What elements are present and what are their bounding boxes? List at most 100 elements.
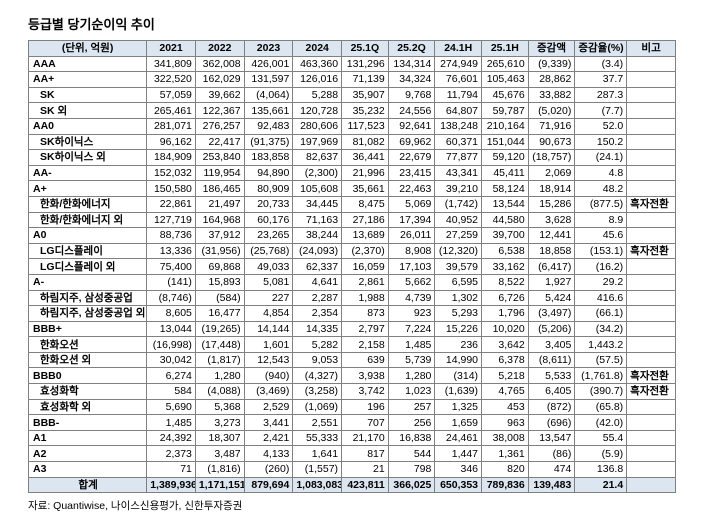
value-cell: 59,787 bbox=[481, 102, 529, 119]
value-cell: 2,158 bbox=[341, 336, 389, 353]
row-label: 효성화학 외 bbox=[27, 398, 148, 416]
value-cell: 62,337 bbox=[292, 258, 343, 275]
row-label: 하림지주, 삼성중공업 bbox=[27, 289, 148, 307]
row-label: BBB- bbox=[27, 414, 148, 431]
value-cell: 346 bbox=[434, 461, 483, 478]
value-cell: 1,083,083 bbox=[292, 476, 343, 494]
row-label: 합계 bbox=[27, 476, 148, 494]
row-label: 한화/한화에너지 bbox=[27, 195, 148, 213]
table-row: BBB- 1,485 3,273 3,441 2,551 707 256 1,659 963 (6… bbox=[27, 414, 676, 431]
value-cell: 12,441 bbox=[527, 227, 576, 244]
value-cell: 3,628 bbox=[527, 211, 576, 229]
value-cell: (5.9) bbox=[574, 445, 628, 463]
value-cell: 5,533 bbox=[527, 367, 576, 385]
table-row: BBB+ 13,044 (19,265) 14,144 14,335 2,797 7,224… bbox=[27, 320, 676, 338]
value-cell: 6,726 bbox=[481, 289, 529, 307]
note-cell bbox=[626, 461, 676, 478]
value-cell: (86) bbox=[527, 445, 576, 463]
table-row: BBB0 6,274 1,280 (940) (4,327) 3,938 1,280 (314… bbox=[27, 367, 676, 385]
table-row: LG디스플레이 13,336 (31,956) (25,768) (24,093) (2,… bbox=[27, 242, 676, 260]
value-cell: 1,641 bbox=[292, 445, 343, 463]
value-cell: 923 bbox=[387, 305, 436, 322]
table-row: 한화오션 외 30,042 (1,817) 12,543 9,053 639 5,739 14… bbox=[27, 351, 676, 369]
value-cell: 1,443.2 bbox=[574, 336, 628, 353]
row-label: AA- bbox=[27, 164, 148, 182]
value-cell: 55,333 bbox=[292, 429, 343, 447]
value-cell: 64,807 bbox=[434, 102, 483, 119]
value-cell: 71,163 bbox=[292, 211, 343, 229]
value-cell: 8,522 bbox=[481, 273, 529, 291]
note-cell bbox=[626, 398, 676, 416]
value-cell: 16,477 bbox=[194, 305, 245, 322]
value-cell: 164,968 bbox=[194, 211, 245, 229]
value-cell: 1,659 bbox=[434, 414, 483, 431]
value-cell: 150.2 bbox=[574, 133, 628, 151]
value-cell: 13,689 bbox=[341, 227, 389, 244]
value-cell: 8,475 bbox=[341, 195, 389, 213]
value-cell: 39,210 bbox=[434, 180, 483, 197]
net-income-by-rating-table: (단위, 억원) 2021 2022 2023 2024 25.1Q 25.2Q 24.1H 2… bbox=[27, 40, 676, 494]
value-cell: (1,557) bbox=[292, 461, 343, 478]
value-cell: 3,487 bbox=[194, 445, 245, 463]
value-cell: (91,375) bbox=[243, 133, 294, 151]
value-cell: 5,288 bbox=[292, 86, 343, 104]
value-cell: (24.1) bbox=[574, 149, 628, 166]
value-cell: 1,361 bbox=[481, 445, 529, 463]
value-cell: (3.4) bbox=[574, 55, 628, 73]
value-cell: 1,988 bbox=[341, 289, 389, 307]
note-cell bbox=[626, 180, 676, 197]
value-cell: 423,811 bbox=[341, 476, 389, 494]
value-cell: 366,025 bbox=[387, 476, 436, 494]
value-cell: 151,044 bbox=[481, 133, 529, 151]
note-cell bbox=[626, 305, 676, 322]
value-cell: (2,370) bbox=[341, 242, 389, 260]
value-cell: 22,679 bbox=[387, 149, 436, 166]
source-note: 자료: Quantiwise, 나이스신용평가, 신한투자증권 bbox=[28, 500, 243, 513]
table-row: AA- 152,032 119,954 94,890 (2,300) 21,996 23,4… bbox=[27, 164, 676, 182]
value-cell: 2,287 bbox=[292, 289, 343, 307]
value-cell: (65.8) bbox=[574, 398, 628, 416]
value-cell: 789,836 bbox=[481, 476, 529, 494]
note-cell: 흑자전환 bbox=[626, 195, 676, 213]
value-cell: 474 bbox=[527, 461, 576, 478]
value-cell: 29.2 bbox=[574, 273, 628, 291]
table-row: 한화오션 (16,998) (17,448) 1,601 5,282 2,158 1,485… bbox=[27, 336, 676, 353]
value-cell: (42.0) bbox=[574, 414, 628, 431]
value-cell: 69,962 bbox=[387, 133, 436, 151]
value-cell: 1,280 bbox=[194, 367, 245, 385]
value-cell: 4,854 bbox=[243, 305, 294, 322]
value-cell: 126,016 bbox=[292, 71, 343, 88]
value-cell: 3,938 bbox=[341, 367, 389, 385]
value-cell: 6,538 bbox=[481, 242, 529, 260]
value-cell: 45,411 bbox=[481, 164, 529, 182]
value-cell: 6,378 bbox=[481, 351, 529, 369]
value-cell: (4,064) bbox=[243, 86, 294, 104]
value-cell: (25,768) bbox=[243, 242, 294, 260]
note-cell bbox=[626, 336, 676, 353]
value-cell: 57,059 bbox=[146, 86, 196, 104]
value-cell: 650,353 bbox=[434, 476, 483, 494]
table-row: A2 2,373 3,487 4,133 1,641 817 544 1,447 1,361 (8… bbox=[27, 445, 676, 463]
value-cell: 183,858 bbox=[243, 149, 294, 166]
value-cell: (872) bbox=[527, 398, 576, 416]
value-cell: 26,011 bbox=[387, 227, 436, 244]
value-cell: 60,371 bbox=[434, 133, 483, 151]
value-cell: 30,042 bbox=[146, 351, 196, 369]
value-cell: 873 bbox=[341, 305, 389, 322]
value-cell: 134,314 bbox=[387, 55, 436, 73]
value-cell: 14,335 bbox=[292, 320, 343, 338]
row-label: AA0 bbox=[27, 117, 148, 135]
value-cell: 276,257 bbox=[194, 117, 245, 135]
value-cell: 8,908 bbox=[387, 242, 436, 260]
value-cell: (390.7) bbox=[574, 383, 628, 400]
value-cell: 4,765 bbox=[481, 383, 529, 400]
value-cell: 21,170 bbox=[341, 429, 389, 447]
note-cell bbox=[626, 71, 676, 88]
row-label: AAA bbox=[27, 55, 148, 73]
row-label: A+ bbox=[27, 180, 148, 197]
value-cell: 13,336 bbox=[146, 242, 196, 260]
value-cell: 33,162 bbox=[481, 258, 529, 275]
value-cell: 15,893 bbox=[194, 273, 245, 291]
value-cell: 287.3 bbox=[574, 86, 628, 104]
